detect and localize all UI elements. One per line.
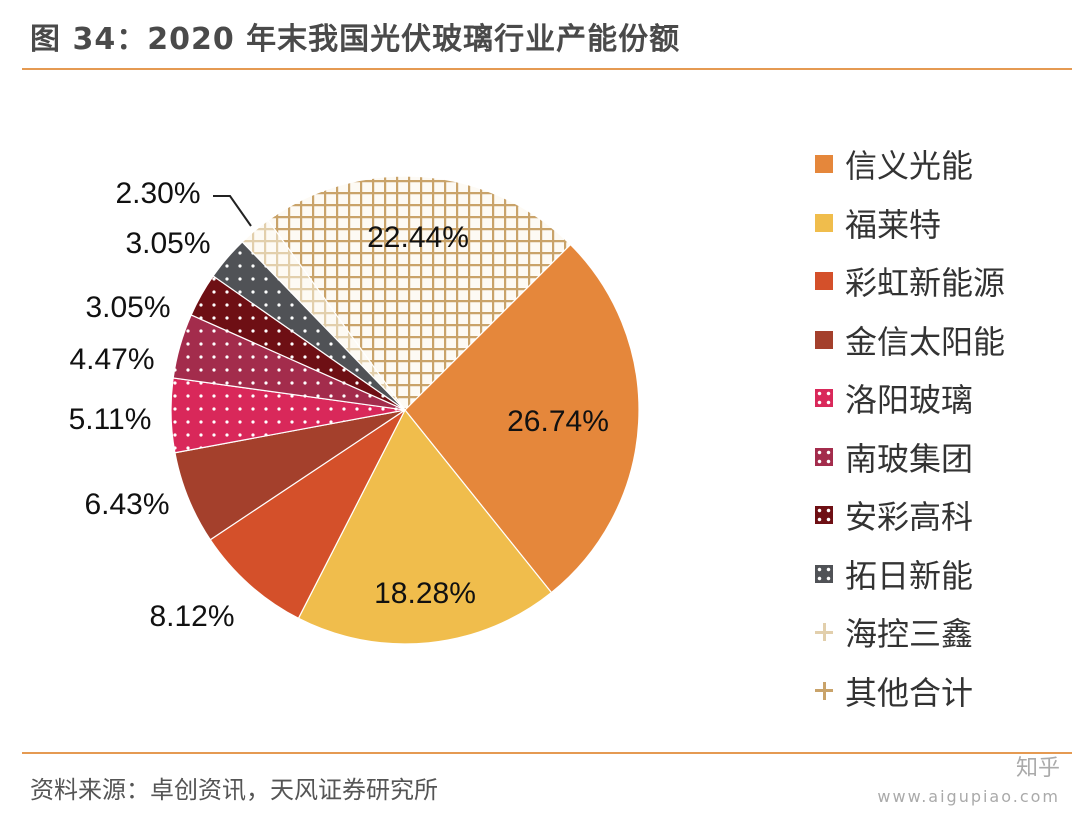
legend-item: 福莱特 xyxy=(815,194,1005,253)
pie-slice-10 xyxy=(267,175,572,411)
legend-label: 海控三鑫 xyxy=(845,615,974,654)
legend-label: 南玻集团 xyxy=(845,439,974,478)
data-label-6: 4.47% xyxy=(69,343,154,376)
pie-slice-3 xyxy=(209,408,407,620)
legend-label: 其他合计 xyxy=(845,673,974,712)
legend-label: 洛阳玻璃 xyxy=(845,381,974,420)
data-label-10: 22.44% xyxy=(367,221,469,254)
data-label-4: 6.43% xyxy=(84,488,169,521)
legend-swatch xyxy=(815,272,833,291)
watermark-text: 知乎 xyxy=(1015,756,1060,781)
data-label-1: 26.74% xyxy=(507,405,609,438)
legend-swatch xyxy=(815,389,833,408)
data-label-5: 5.11% xyxy=(69,403,152,436)
legend-item: 其他合计 xyxy=(815,662,1005,721)
data-label-7: 3.05% xyxy=(85,291,170,324)
legend-swatch xyxy=(815,155,833,174)
legend-swatch xyxy=(815,623,833,642)
legend-label: 信义光能 xyxy=(845,147,974,186)
legend-item: 信义光能 xyxy=(815,135,1005,194)
watermark: 知乎 www.aigupiao.com xyxy=(877,752,1060,809)
legend: 信义光能福莱特彩虹新能源金信太阳能洛阳玻璃南玻集团安彩高科拓日新能海控三鑫其他合… xyxy=(815,135,1005,720)
leader-line xyxy=(213,195,252,227)
data-label-8: 3.05% xyxy=(125,227,210,260)
chart-title: 图 34：2020 年末我国光伏玻璃行业产能份额 xyxy=(30,22,681,57)
legend-swatch xyxy=(815,447,833,466)
legend-item: 海控三鑫 xyxy=(815,603,1005,662)
legend-swatch xyxy=(815,213,833,232)
title-divider xyxy=(22,68,1072,70)
data-label-9: 2.30% xyxy=(115,177,200,210)
legend-label: 安彩高科 xyxy=(845,498,974,537)
legend-item: 拓日新能 xyxy=(815,545,1005,604)
watermark-url: www.aigupiao.com xyxy=(877,787,1060,806)
legend-label: 福莱特 xyxy=(845,205,942,244)
legend-label: 拓日新能 xyxy=(845,556,974,595)
legend-item: 彩虹新能源 xyxy=(815,252,1005,311)
pie-slice-1 xyxy=(404,243,640,594)
legend-swatch xyxy=(815,330,833,349)
legend-item: 安彩高科 xyxy=(815,486,1005,545)
pie-slice-2 xyxy=(297,408,553,645)
data-label-2: 18.28% xyxy=(374,577,476,610)
legend-label: 彩虹新能源 xyxy=(845,264,1006,303)
source-note: 资料来源：卓创资讯，天风证券研究所 xyxy=(30,776,438,804)
legend-swatch xyxy=(815,506,833,525)
legend-swatch xyxy=(815,681,833,700)
footer-divider xyxy=(22,752,1072,754)
legend-item: 南玻集团 xyxy=(815,428,1005,487)
legend-label: 金信太阳能 xyxy=(845,322,1006,361)
legend-item: 洛阳玻璃 xyxy=(815,369,1005,428)
legend-item: 金信太阳能 xyxy=(815,311,1005,370)
legend-swatch xyxy=(815,564,833,583)
data-label-3: 8.12% xyxy=(149,600,234,633)
